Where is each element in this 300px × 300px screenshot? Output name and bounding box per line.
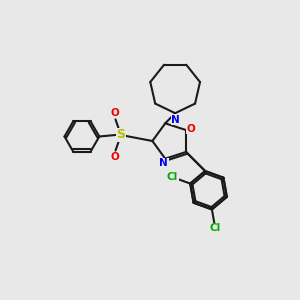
Text: N: N: [159, 158, 168, 168]
Text: O: O: [110, 152, 119, 162]
Text: O: O: [110, 108, 119, 118]
Text: S: S: [116, 128, 125, 142]
Text: O: O: [186, 124, 195, 134]
Text: Cl: Cl: [210, 223, 221, 233]
Text: N: N: [171, 115, 180, 125]
Text: Cl: Cl: [167, 172, 178, 182]
